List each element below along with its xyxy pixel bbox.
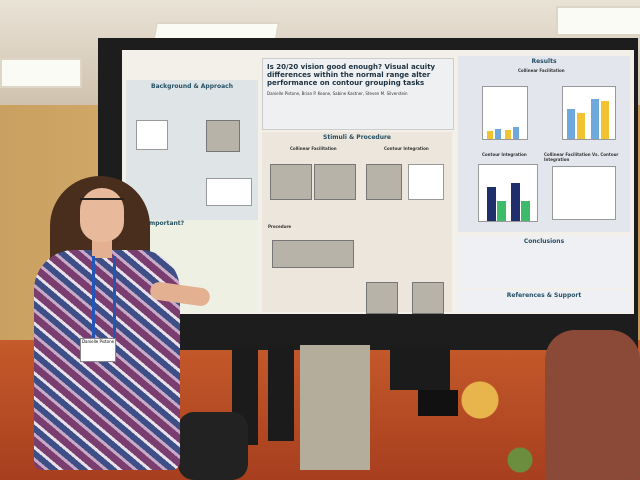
cf-chart-a xyxy=(482,86,528,140)
procedure-panel xyxy=(366,282,398,314)
bar xyxy=(487,131,493,139)
poster-title: Is 20/20 vision good enough? Visual acui… xyxy=(267,63,436,87)
shoes xyxy=(418,390,458,416)
ci-chart-title: Contour Integration xyxy=(482,152,527,157)
conclusions-panel: Conclusions xyxy=(458,236,630,288)
bar xyxy=(511,183,520,221)
lanyard xyxy=(92,256,116,342)
ceiling-light xyxy=(556,6,640,36)
bar xyxy=(521,201,530,221)
references-header: References & Support xyxy=(506,292,582,299)
poster: Background & Approach Why important? Is … xyxy=(122,50,634,314)
person-legs xyxy=(390,345,450,390)
stimuli-header: Stimuli & Procedure xyxy=(323,134,391,141)
procedure-label: Procedure xyxy=(268,224,292,229)
glasses xyxy=(80,198,124,210)
backpack xyxy=(178,412,248,480)
results-column: Results Collinear Facilitation Contour I… xyxy=(458,56,630,232)
conclusions-header: Conclusions xyxy=(523,238,565,245)
background-header: Background & Approach xyxy=(151,83,233,90)
person-legs xyxy=(300,345,370,470)
stimulus-image xyxy=(136,120,168,150)
procedure-panel xyxy=(412,282,444,314)
results-header: Results xyxy=(531,58,557,65)
stimulus-image xyxy=(270,164,312,200)
poster-authors: Danielle Pistone, Brian P. Keane, Sabine… xyxy=(267,91,408,96)
title-block: Is 20/20 vision good enough? Visual acui… xyxy=(262,58,454,130)
bar xyxy=(495,129,501,139)
bar xyxy=(577,113,585,139)
presenter-face xyxy=(80,188,124,242)
chair xyxy=(545,330,640,480)
scatter-plot xyxy=(552,166,616,220)
bar xyxy=(601,101,609,139)
bar xyxy=(487,187,496,221)
stimulus-image xyxy=(314,164,356,200)
badge-name: Danielle Pistone xyxy=(81,339,115,344)
ceiling-light xyxy=(0,58,82,88)
bar xyxy=(497,201,506,221)
plot-thumbnail xyxy=(206,178,252,206)
cf-subheader: Collinear Facilitation xyxy=(290,146,337,151)
scatter-title: Collinear Facilitation Vs. Contour Integ… xyxy=(544,152,619,162)
stimulus-image xyxy=(408,164,444,200)
bar xyxy=(505,130,511,139)
bar xyxy=(591,99,599,139)
bar xyxy=(567,109,575,139)
bar xyxy=(513,127,519,139)
person-leg xyxy=(268,345,294,441)
procedure-panels xyxy=(272,240,354,268)
references-panel: References & Support xyxy=(458,290,630,312)
stimulus-image xyxy=(366,164,402,200)
why-important-header: Why important? xyxy=(130,220,185,227)
ci-subheader: Contour Integration xyxy=(384,146,429,151)
name-badge: Danielle Pistone xyxy=(80,338,116,362)
cf-chart-title: Collinear Facilitation xyxy=(518,68,565,73)
cf-chart-b xyxy=(562,86,616,140)
stimulus-image xyxy=(206,120,240,152)
ci-chart xyxy=(478,164,538,222)
stimuli-column: Stimuli & Procedure Collinear Facilitati… xyxy=(262,132,452,314)
